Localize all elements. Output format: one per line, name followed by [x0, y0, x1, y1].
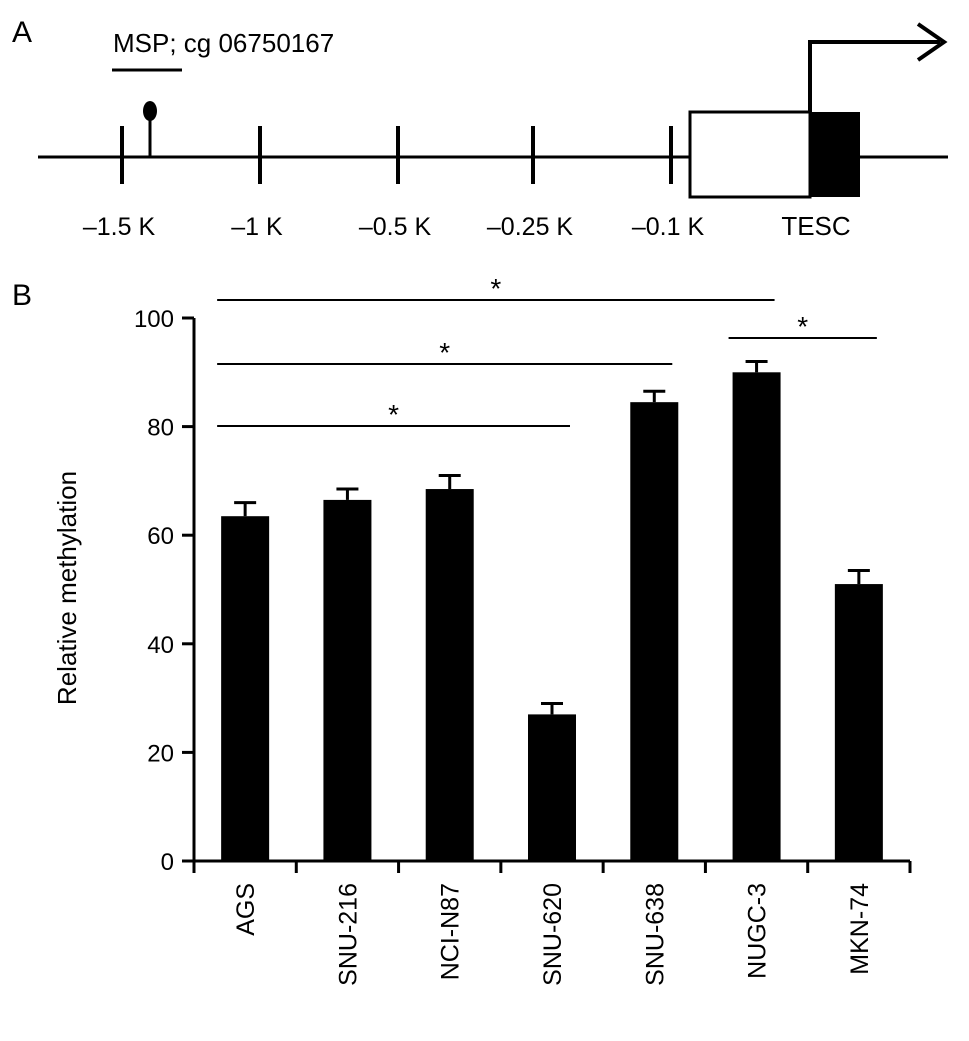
significance-star: * [388, 399, 399, 430]
kb-position-label: –0.5 K [359, 213, 432, 241]
panel-a-label: A [12, 16, 32, 49]
significance-star: * [797, 311, 808, 342]
kb-position-label: –0.25 K [487, 213, 574, 241]
bar [732, 372, 781, 861]
x-category-label: AGS [232, 883, 260, 936]
y-tick-label: 20 [147, 740, 174, 767]
panel-b-bar-chart: B Relative methylation 0 20 40 60 80 100 AGS S… [12, 273, 912, 986]
exon-box-coding [810, 112, 860, 197]
x-ticks: AGS SNU-216 NCI-N87 SNU-620 SNU-638 NUGC-3 MKN… [192, 861, 912, 986]
y-tick-label: 0 [161, 849, 174, 876]
bar [528, 714, 576, 861]
y-ticks: 0 20 40 60 80 100 [134, 306, 194, 876]
bar [630, 402, 679, 861]
gene-label: TESC [781, 211, 850, 241]
significance-star: * [439, 337, 450, 368]
bar [425, 489, 474, 861]
y-axis-label: Relative methylation [52, 471, 82, 705]
y-tick-label: 80 [147, 415, 174, 442]
cpg-site-lollipop-icon [143, 101, 157, 121]
x-category-label: SNU-216 [334, 883, 362, 986]
msp-label: MSP; cg 06750167 [113, 28, 334, 58]
kb-position-label: –0.1 K [632, 213, 705, 241]
significance-star: * [490, 273, 501, 304]
exon-box-untranslated [688, 110, 812, 199]
panel-b-label: B [12, 279, 32, 312]
significance-brackets: * * * * [217, 273, 877, 430]
kb-position-label: –1.5 K [83, 213, 156, 241]
x-category-label: MKN-74 [846, 883, 874, 975]
x-category-label: NUGC-3 [744, 883, 772, 979]
y-tick-label: 40 [147, 632, 174, 659]
y-tick-label: 60 [147, 523, 174, 550]
kb-position-label: –1 K [231, 213, 283, 241]
x-category-label: SNU-638 [641, 883, 669, 986]
bar [834, 584, 883, 861]
kb-ticks: –1.5 K –1 K –0.5 K –0.25 K –0.1 K [83, 126, 705, 241]
arrow-head-icon [916, 22, 948, 62]
bar [323, 499, 372, 861]
x-category-label: SNU-620 [539, 883, 567, 986]
y-tick-label: 100 [134, 306, 174, 333]
bars [221, 359, 883, 861]
panel-a-promoter-diagram: A MSP; cg 06750167 –1.5 K –1 K –0.5 K –0.25… [12, 16, 948, 241]
x-category-label: NCI-N87 [437, 883, 465, 980]
transcription-start-arrow [808, 40, 940, 112]
bar [221, 516, 270, 861]
